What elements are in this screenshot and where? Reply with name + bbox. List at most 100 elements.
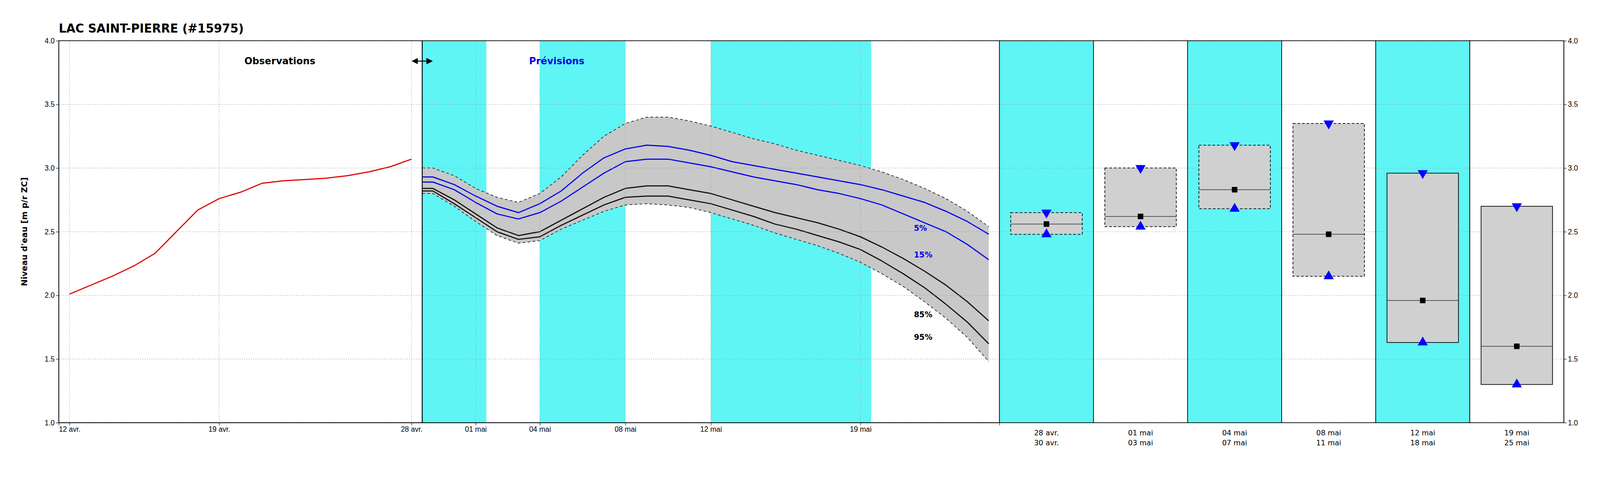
tick-mark	[69, 422, 71, 425]
annotations: ObservationsPrévisions5%15%85%95%	[244, 55, 933, 342]
grid-line	[1375, 167, 1470, 169]
grid-line	[539, 40, 540, 423]
tick-label: 4.0	[44, 37, 55, 45]
category-label: 25 mai	[1504, 438, 1530, 447]
category-label: 28 avr.	[1033, 428, 1059, 437]
grid-line	[411, 40, 412, 423]
week-background	[1187, 40, 1282, 423]
week-frame	[1469, 40, 1564, 423]
category-label: 04 mai	[1222, 428, 1247, 437]
category-label: 07 mai	[1222, 438, 1247, 447]
tick: 1.0	[44, 418, 59, 427]
week-panel: 01 mai03 mai	[1093, 40, 1188, 447]
annotation: 15%	[913, 250, 933, 260]
grid-line	[625, 40, 626, 423]
tick-label: 2.0	[44, 291, 55, 299]
category-label: 19 mai	[1504, 428, 1530, 437]
series-line	[69, 159, 412, 294]
week-background	[1469, 40, 1564, 423]
series-line	[422, 185, 989, 321]
median-marker	[1326, 231, 1332, 237]
week-frame	[1281, 40, 1376, 423]
tick: 04 mai	[528, 422, 551, 433]
lower-marker	[1229, 202, 1241, 212]
envelope-border	[422, 193, 989, 362]
tick-mark	[1563, 40, 1567, 42]
annotation: 5%	[913, 223, 927, 233]
week-panel: 04 mai07 mai	[1187, 40, 1282, 447]
lower-marker	[1323, 269, 1335, 279]
tick: 2.5	[44, 227, 59, 236]
axis: 1.01.52.02.53.03.54.0	[1563, 37, 1578, 427]
tick-mark	[1563, 231, 1567, 232]
tick-label: 1.0	[44, 418, 55, 427]
tick: 4.0	[1563, 37, 1578, 45]
grid-line	[1375, 103, 1470, 105]
tick-mark	[860, 422, 861, 425]
tick: 08 mai	[614, 422, 637, 433]
tick-label: 3.5	[1567, 100, 1578, 109]
box	[1387, 173, 1459, 343]
tick: 1.5	[1563, 354, 1578, 363]
tick: 2.5	[1563, 227, 1578, 236]
grid-line	[999, 167, 1094, 169]
tick-label: 19 mai	[849, 424, 872, 433]
tick: 3.0	[44, 164, 59, 172]
tick-mark	[56, 104, 59, 105]
tick-label: 1.5	[1567, 354, 1578, 363]
week-panel: 08 mai11 mai	[1281, 40, 1376, 447]
tick-mark	[56, 422, 59, 423]
tick: 12 avr.	[58, 422, 81, 433]
tick-label: 12 mai	[700, 424, 723, 433]
tick-label: 2.5	[1567, 227, 1578, 236]
category-label: 18 mai	[1410, 438, 1435, 447]
tick: 3.5	[1563, 100, 1578, 109]
grid-line	[1187, 294, 1282, 296]
lower-marker	[1135, 220, 1146, 230]
grid	[58, 40, 1000, 423]
tick-mark	[56, 167, 59, 169]
forecast-start-line	[421, 40, 423, 423]
tick: 2.0	[44, 291, 59, 299]
grid-line	[1093, 103, 1188, 105]
title: LAC SAINT-PIERRE (#15975)	[58, 21, 244, 36]
annotation: 95%	[913, 332, 933, 342]
category-label: 12 mai	[1410, 428, 1435, 437]
week-frame	[999, 40, 1094, 423]
week-background	[999, 40, 1094, 423]
annotation: 85%	[913, 309, 933, 319]
tick-mark	[1563, 167, 1567, 169]
grid-line	[69, 40, 70, 423]
lower-marker	[1417, 336, 1429, 346]
median-marker	[1231, 186, 1238, 193]
grid-line	[999, 358, 1094, 359]
week-frame	[1187, 40, 1282, 423]
tick-mark	[710, 422, 712, 425]
box	[1198, 145, 1271, 209]
tick: 1.5	[44, 354, 59, 363]
median-marker	[1137, 213, 1144, 219]
tick-mark	[625, 422, 626, 425]
grid-line	[1093, 231, 1188, 232]
tick-label: 4.0	[1567, 37, 1578, 45]
grid-line	[1281, 358, 1376, 359]
grid-line	[1469, 103, 1564, 105]
tick-label: 1.5	[44, 354, 55, 363]
tick: 19 mai	[849, 422, 872, 433]
series-line	[422, 159, 989, 260]
grid-line	[999, 294, 1094, 296]
grid-line	[58, 103, 1000, 105]
grid-line	[1187, 231, 1282, 232]
tick-label: 2.0	[1567, 291, 1578, 299]
grid-line	[1093, 294, 1188, 296]
tick-mark	[475, 422, 477, 425]
tick-mark	[1563, 422, 1567, 423]
grid-line	[58, 358, 1000, 359]
grid-line	[1093, 358, 1188, 359]
grid-line	[860, 40, 861, 423]
grid-line	[1281, 294, 1376, 296]
grid-line	[710, 40, 712, 423]
tick-mark	[56, 295, 59, 296]
category-label: 30 avr.	[1033, 438, 1059, 447]
tick-mark	[1563, 295, 1567, 296]
